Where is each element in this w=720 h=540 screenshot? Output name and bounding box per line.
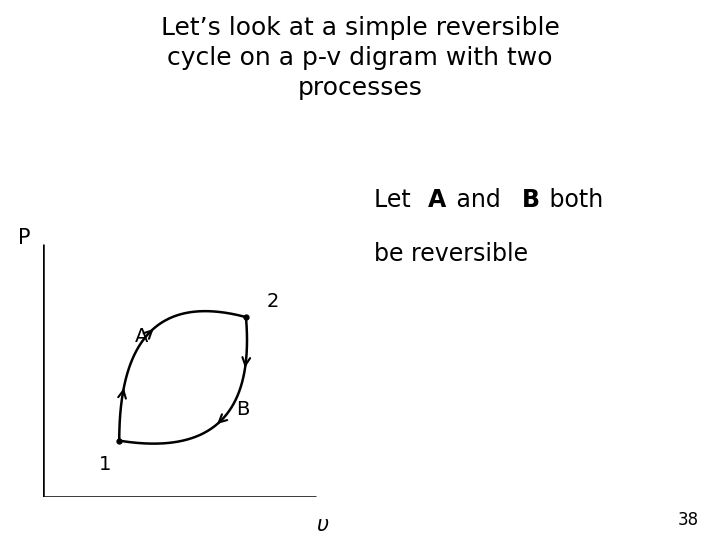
Text: B: B xyxy=(522,188,540,212)
Text: both: both xyxy=(541,188,603,212)
Text: 2: 2 xyxy=(266,292,279,311)
Text: υ: υ xyxy=(316,515,328,535)
Text: be reversible: be reversible xyxy=(374,242,528,266)
Text: Let’s look at a simple reversible
cycle on a p-v digram with two
processes: Let’s look at a simple reversible cycle … xyxy=(161,16,559,99)
Text: Let: Let xyxy=(374,188,418,212)
Text: A: A xyxy=(428,188,446,212)
Text: and: and xyxy=(449,188,508,212)
Text: 38: 38 xyxy=(678,511,698,529)
Text: A: A xyxy=(135,327,148,346)
Text: P: P xyxy=(18,228,30,248)
Text: B: B xyxy=(236,400,249,419)
Text: 1: 1 xyxy=(99,455,112,474)
